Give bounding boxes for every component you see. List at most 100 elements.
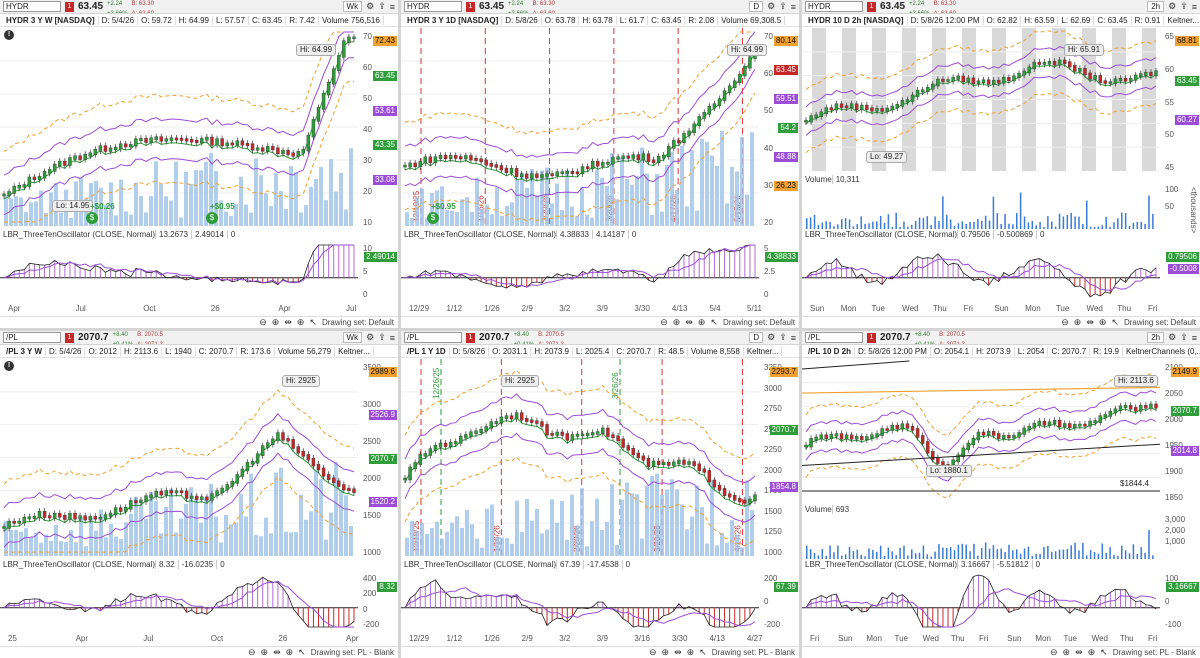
style-icon[interactable]: ≡ [1191,332,1197,343]
candle [42,508,47,521]
drawing-set-selector[interactable]: Drawing set: PL - Blank [310,648,394,657]
candle [321,90,326,113]
zoom-in-icon[interactable]: ⊕ [1062,647,1071,657]
share-icon[interactable]: ⇪ [378,1,386,11]
candle [494,418,499,427]
drawing-set-selector[interactable]: Drawing set: Default [1123,318,1196,327]
zoom-in-icon[interactable]: ⊕ [1073,317,1082,327]
oscillator-chart[interactable] [802,573,1160,629]
crosshair-icon[interactable]: ⊕ [686,647,695,657]
candle [540,171,544,181]
drawing-set-selector[interactable]: Drawing set: Default [321,318,394,327]
style-icon[interactable]: ≡ [389,1,395,12]
candle [865,433,869,443]
aggregation-selector[interactable]: Wk [342,332,363,343]
cursor-icon[interactable]: ↖ [298,647,306,657]
style-icon[interactable]: ≡ [389,332,395,343]
drawing-set-selector[interactable]: Drawing set: PL - Blank [711,648,795,657]
style-icon[interactable]: ≡ [1191,1,1197,12]
candle [22,181,26,191]
price-chart[interactable] [0,359,398,646]
cursor-icon[interactable]: ↖ [1100,647,1108,657]
pan-icon[interactable]: ⇹ [273,647,281,657]
chart-title: HYDR 3 Y W [NASDAQ] [3,15,99,25]
zoom-out-icon[interactable]: ⊖ [1061,317,1069,327]
price-chart[interactable] [802,359,1200,646]
zoom-out-icon[interactable]: ⊖ [1049,647,1058,657]
zoom-in-icon[interactable]: ⊕ [672,317,681,327]
share-icon[interactable]: ⇪ [378,332,386,342]
cursor-icon[interactable]: ↖ [699,647,707,657]
alert-icon[interactable]: ! [4,30,14,40]
dividend-icon[interactable]: $ [86,212,98,224]
aggregation-selector[interactable]: D [749,332,764,343]
zoom-out-icon[interactable]: ⊖ [247,647,256,657]
zoom-out-icon[interactable]: ⊖ [660,317,668,327]
crosshair-icon[interactable]: ⊕ [1087,647,1096,657]
gear-icon[interactable]: ⚙ [366,332,375,342]
aggregation-selector[interactable]: D [749,1,764,12]
crosshair-icon[interactable]: ⊕ [697,317,706,327]
style-icon[interactable]: ≡ [790,1,796,12]
zoom-out-icon[interactable]: ⊖ [259,317,267,327]
zoom-out-icon[interactable]: ⊖ [648,647,657,657]
pan-icon[interactable]: ⇹ [685,317,693,327]
cursor-icon[interactable]: ↖ [710,317,718,327]
candle [423,153,427,167]
zoom-in-icon[interactable]: ⊕ [260,647,269,657]
oscillator-chart[interactable] [401,573,759,629]
oscillator-chart[interactable] [0,573,358,629]
volume-chart[interactable] [802,516,1160,559]
candle [646,150,651,165]
drawing-set-selector[interactable]: Drawing set: PL - Blank [1112,648,1196,657]
dividend-icon[interactable]: $ [427,212,439,224]
symbol-input[interactable]: HYDR [3,1,61,12]
cursor-icon[interactable]: ↖ [309,317,317,327]
drawing-set-selector[interactable]: Drawing set: Default [722,318,795,327]
symbol-input[interactable]: HYDR [404,1,462,12]
oscillator-chart[interactable] [401,243,759,299]
gear-icon[interactable]: ⚙ [366,1,375,11]
pan-icon[interactable]: ⇹ [1086,317,1094,327]
pan-icon[interactable]: ⇹ [1075,647,1083,657]
cursor-icon[interactable]: ↖ [1111,317,1119,327]
dividend-icon[interactable]: $ [206,212,218,224]
gear-icon[interactable]: ⚙ [767,332,776,342]
volume-label: Volume 693 [805,505,853,514]
crosshair-icon[interactable]: ⊕ [285,647,294,657]
candle [413,159,417,170]
candle [1062,56,1067,67]
symbol-input[interactable]: /PL [805,332,863,343]
share-icon[interactable]: ⇪ [779,1,787,11]
aggregation-selector[interactable]: 2h [1147,332,1165,343]
aggregation-selector[interactable]: 2h [1147,1,1165,12]
share-icon[interactable]: ⇪ [1180,1,1188,11]
zoom-in-icon[interactable]: ⊕ [661,647,670,657]
gear-icon[interactable]: ⚙ [1168,1,1177,11]
aggregation-selector[interactable]: Wk [342,1,363,12]
candle [408,463,412,483]
share-icon[interactable]: ⇪ [779,332,787,342]
price-chart[interactable]: 12/19/251/16/262/20/263/20/264/17/2612/2… [401,359,799,646]
crosshair-icon[interactable]: ⊕ [296,317,305,327]
style-icon[interactable]: ≡ [790,332,796,343]
symbol-input[interactable]: HYDR [805,1,863,12]
pan-icon[interactable]: ⇹ [674,647,682,657]
candle [986,76,991,88]
volume-chart[interactable] [802,186,1160,229]
oscillator-chart[interactable] [0,243,358,299]
gear-icon[interactable]: ⚙ [767,1,776,11]
crosshair-icon[interactable]: ⊕ [1098,317,1107,327]
share-icon[interactable]: ⇪ [1180,332,1188,342]
price-chart[interactable]: 12/19/251/16/262/20/263/20/264/17/265/15… [401,28,799,316]
price-chart[interactable] [802,28,1200,316]
oscillator-chart[interactable] [802,243,1160,299]
symbol-input[interactable]: /PL [404,332,462,343]
candle [301,146,305,157]
candle [438,440,443,451]
symbol-input[interactable]: /PL [3,332,61,343]
gear-icon[interactable]: ⚙ [1168,332,1177,342]
zoom-in-icon[interactable]: ⊕ [271,317,280,327]
pan-icon[interactable]: ⇹ [284,317,292,327]
alert-icon[interactable]: ! [4,361,14,371]
